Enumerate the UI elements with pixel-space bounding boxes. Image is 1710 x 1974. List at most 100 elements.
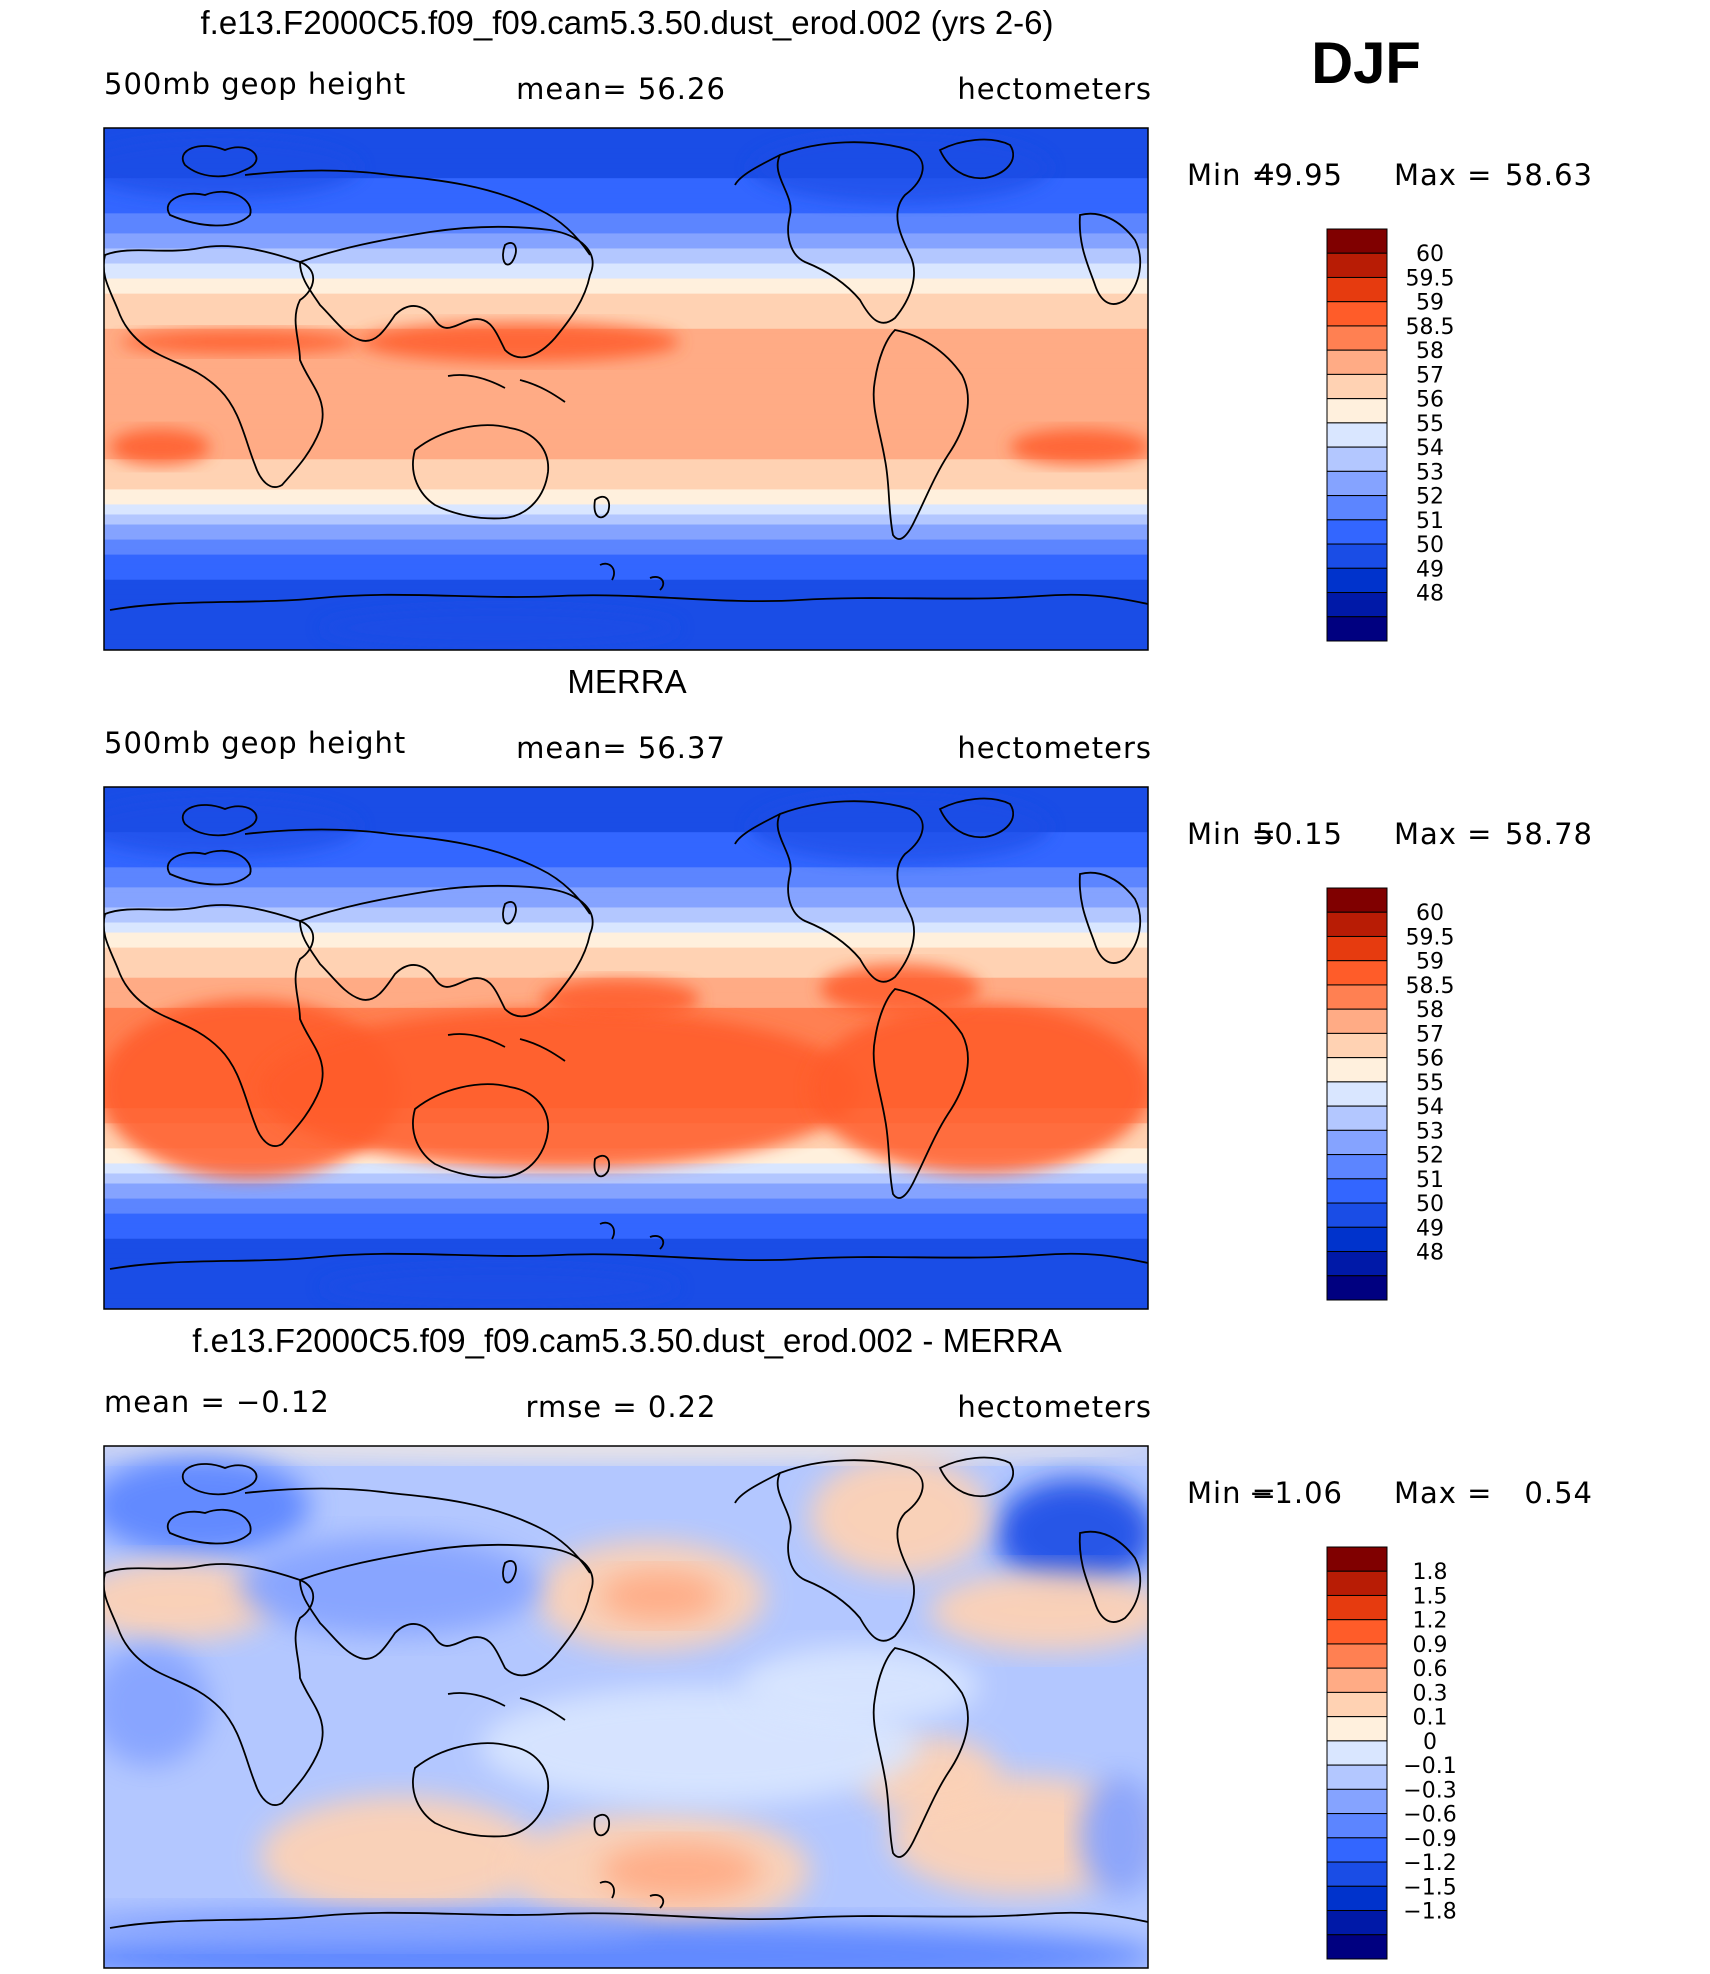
- anomaly-blob: [240, 1536, 540, 1636]
- contour-band: [104, 128, 1148, 134]
- panel-title: MERRA: [567, 663, 686, 700]
- contour-band: [104, 389, 1148, 395]
- contour-band: [104, 183, 1148, 189]
- colorbar-label: 1.5: [1413, 1584, 1448, 1609]
- contour-band: [104, 554, 1148, 561]
- season-label: DJF: [1311, 31, 1421, 96]
- colorbar-label: 1.2: [1413, 1609, 1448, 1634]
- contour-band: [104, 952, 1148, 959]
- map-frame: [103, 127, 1149, 651]
- max-value: 58.63: [1505, 158, 1593, 192]
- colorbar-swatch: [1326, 616, 1388, 642]
- contour-band: [104, 1208, 1148, 1215]
- contour-band: [104, 534, 1148, 541]
- colorbar-label: 58: [1416, 339, 1444, 364]
- contour-band: [104, 787, 1148, 793]
- contour-band: [104, 168, 1148, 174]
- contour-band: [104, 887, 1148, 894]
- contour-band: [104, 1178, 1148, 1185]
- high-anomaly: [820, 964, 980, 1014]
- colorbar-label: 51: [1416, 509, 1444, 534]
- contour-band: [104, 564, 1148, 571]
- contour-band: [104, 459, 1148, 465]
- contour-band: [104, 807, 1148, 813]
- colorbar-swatch: [1326, 325, 1388, 351]
- contour-band: [104, 419, 1148, 425]
- anomaly-blob: [600, 1843, 760, 1899]
- contour-band: [104, 599, 1148, 606]
- colorbar-swatch: [1326, 1226, 1388, 1253]
- contour-band: [104, 1238, 1148, 1245]
- contour-band: [104, 639, 1148, 646]
- colorbar-label: 55: [1416, 412, 1444, 437]
- colorbar-label: 0.9: [1413, 1633, 1448, 1658]
- high-anomaly: [810, 1004, 1148, 1174]
- panel-left-label: 500mb geop height: [104, 726, 406, 760]
- contour-band: [104, 469, 1148, 475]
- contour-band: [104, 524, 1148, 531]
- min-label: Min =: [1187, 817, 1277, 851]
- colorbar-swatch: [1326, 1740, 1388, 1766]
- colorbar-swatch: [1326, 1667, 1388, 1693]
- colorbar-swatch: [1326, 1057, 1388, 1083]
- anomaly-blob: [930, 1571, 1148, 1651]
- colorbar-label: 58.5: [1406, 315, 1455, 340]
- contour-band: [104, 178, 1148, 184]
- colorbar-swatch: [1326, 252, 1388, 278]
- high-anomaly: [1010, 429, 1148, 465]
- contour-band: [104, 559, 1148, 566]
- contour-band: [104, 1173, 1148, 1180]
- max-label: Max =: [1394, 1476, 1492, 1510]
- colorbar-swatch: [1326, 1619, 1388, 1645]
- colorbar-label: −0.6: [1403, 1803, 1456, 1828]
- panel-mid-label: rmse = 0.22: [526, 1390, 717, 1424]
- colorbar-swatch: [1326, 911, 1388, 937]
- anomaly-blob: [260, 1796, 540, 1916]
- contour-band: [104, 927, 1148, 934]
- contour-band: [104, 153, 1148, 159]
- contour-band: [104, 912, 1148, 919]
- contour-band: [104, 792, 1148, 798]
- contour-band: [104, 1193, 1148, 1200]
- contour-band: [104, 902, 1148, 909]
- contour-band: [104, 188, 1148, 194]
- contour-band: [104, 218, 1148, 224]
- contour-band: [104, 584, 1148, 591]
- contour-band: [104, 138, 1148, 144]
- colorbar-label: −0.1: [1403, 1754, 1456, 1779]
- panel-1: f.e13.F2000C5.f09_f09.cam5.3.50.dust_ero…: [103, 4, 1593, 651]
- contour-band: [104, 872, 1148, 878]
- colorbar-swatch: [1326, 1594, 1388, 1621]
- contour-band: [104, 213, 1148, 219]
- contour-band: [104, 494, 1148, 501]
- colorbar-swatch: [1326, 1813, 1388, 1839]
- contour-band: [104, 283, 1148, 290]
- contour-band: [104, 464, 1148, 470]
- low-anomaly: [750, 133, 1050, 203]
- contour-band: [104, 579, 1148, 586]
- colorbar-swatch: [1326, 543, 1388, 569]
- contour-band: [104, 198, 1148, 204]
- colorbar-label: 58: [1416, 998, 1444, 1023]
- contour-band: [104, 258, 1148, 265]
- colorbar-swatch: [1326, 1105, 1388, 1131]
- contour-band: [104, 318, 1148, 325]
- colorbar-swatch: [1326, 1861, 1388, 1887]
- colorbar-label: 51: [1416, 1168, 1444, 1193]
- contour-band: [104, 253, 1148, 260]
- contour-band: [104, 368, 1148, 375]
- low-anomaly: [750, 792, 1050, 862]
- contour-band: [104, 399, 1148, 405]
- panel-units: hectometers: [957, 72, 1152, 106]
- map-field: [104, 1446, 1148, 1968]
- contour-band: [104, 604, 1148, 611]
- contour-band: [104, 514, 1148, 521]
- contour-band: [104, 1168, 1148, 1175]
- colorbar-label: 60: [1416, 242, 1444, 267]
- contour-band: [104, 439, 1148, 445]
- contour-band: [104, 907, 1148, 914]
- contour-band: [104, 1213, 1148, 1220]
- contour-band: [104, 293, 1148, 300]
- contour-band: [104, 1248, 1148, 1255]
